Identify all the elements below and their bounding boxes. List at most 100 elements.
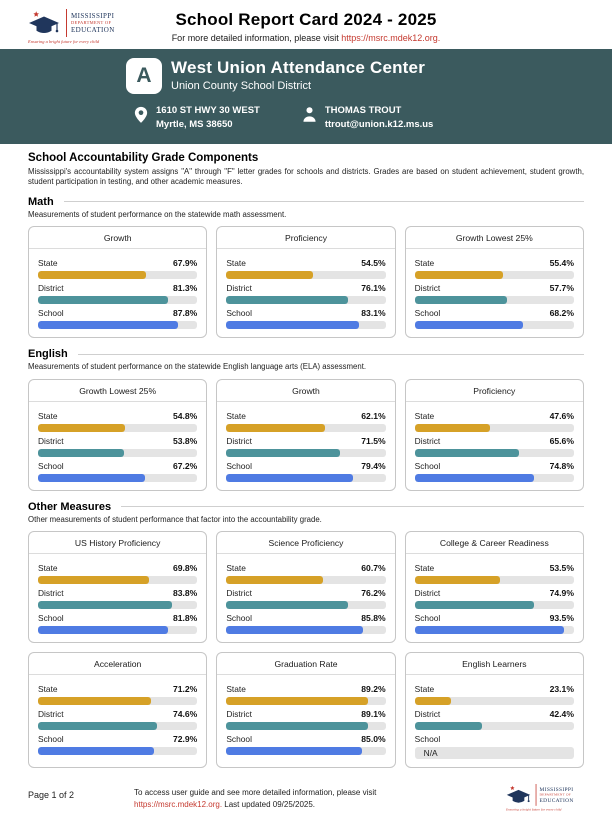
bar-value: 74.6%: [172, 709, 198, 720]
bar-value: 79.4%: [361, 460, 386, 471]
section-english: English Measurements of student performa…: [28, 348, 584, 491]
math-cards-grid: Growth State 67.9% District 81.3% School 87.8%…: [28, 226, 584, 339]
bar-label: District: [38, 435, 64, 446]
bar-line: State 67.9%: [38, 258, 197, 268]
bar-track: [38, 722, 198, 731]
measure-card: US History Proficiency State 69.8% District…: [28, 531, 208, 644]
bar-track: [414, 722, 574, 731]
mde-logo-footer: MISSISSIPPI DEPARTMENT OF EDUCATION Ensu…: [506, 784, 584, 811]
bar-value: 67.9%: [172, 258, 198, 269]
bar-label: State: [38, 410, 58, 421]
bar-value: 47.6%: [549, 410, 574, 421]
bar-row: School 68.2%: [414, 308, 574, 330]
bar-fill: [414, 296, 507, 305]
logo-divider: [535, 784, 537, 806]
bar-label: School: [38, 734, 64, 745]
msrc-footer-link[interactable]: https://msrc.mdek12.org.: [134, 799, 223, 809]
bar-track: [38, 448, 198, 457]
bar-track: [414, 626, 574, 635]
bar-line: District 57.7%: [415, 283, 574, 293]
bar-line: School 68.2%: [415, 308, 574, 318]
msrc-link[interactable]: https://msrc.mdek12.org.: [341, 33, 441, 43]
bar-track: [226, 697, 386, 706]
bar-label: District: [414, 709, 441, 720]
bar-track: [226, 473, 386, 482]
bar-fill: [226, 747, 362, 756]
measure-card-body: State 69.8% District 83.8% School 81.8%: [29, 554, 206, 642]
bar-value: 69.8%: [172, 563, 198, 574]
section-description: Measurements of student performance on t…: [28, 209, 287, 219]
bar-label: State: [38, 684, 58, 695]
bar-row: State 69.8%: [38, 563, 198, 585]
measure-card-body: State 60.7% District 76.2% School 85.8%: [217, 554, 394, 642]
measure-card: English Learners State 23.1% District 42.4% S…: [404, 652, 584, 769]
bar-label: School: [226, 308, 252, 319]
document-header: MISSISSIPPI DEPARTMENT OF EDUCATION Ensu…: [0, 0, 612, 49]
bar-track: [38, 576, 198, 585]
bar-line: State 23.1%: [415, 684, 574, 694]
measure-card-body: State 54.8% District 53.8% School 67.2%: [29, 402, 206, 490]
bar-fill: [38, 626, 169, 635]
bar-fill: [38, 296, 168, 305]
bar-row: State 71.2%: [38, 684, 198, 706]
bar-track: [38, 321, 198, 330]
measure-card-body: State 71.2% District 74.6% School 72.9%: [29, 675, 206, 763]
bar-line: District 65.6%: [415, 436, 574, 446]
bar-row: School 72.9%: [38, 734, 198, 756]
bar-track: [414, 601, 574, 610]
bar-label: State: [226, 258, 246, 269]
bar-row: District 76.1%: [226, 283, 386, 305]
bar-line: State 60.7%: [226, 563, 385, 573]
bar-label: State: [38, 563, 58, 574]
page-title: School Report Card 2024 - 2025: [175, 10, 437, 29]
bar-row: State 55.4%: [414, 258, 574, 280]
graduation-cap-icon: [506, 785, 531, 803]
bar-row: State 62.1%: [226, 411, 386, 432]
bar-fill: [226, 697, 369, 706]
bar-line: District 83.8%: [38, 588, 197, 598]
section-description: Measurements of student performance on t…: [28, 362, 367, 372]
measure-card: Science Proficiency State 60.7% District 76.…: [216, 531, 396, 644]
bar-fill: [38, 448, 124, 457]
address-line1: 1610 ST HWY 30 WEST: [156, 105, 260, 116]
section-math: Math Measurements of student performance…: [28, 196, 584, 339]
footer-note-suffix: Last updated 09/25/2025.: [222, 799, 316, 809]
bar-track: [414, 321, 574, 330]
bar-label: District: [414, 283, 441, 294]
bar-fill: [38, 601, 172, 610]
bar-label: District: [226, 435, 252, 446]
bar-label: School: [414, 613, 441, 624]
logo-text: EDUCATION: [71, 25, 115, 34]
bar-fill: [414, 697, 452, 706]
measure-card-body: State 54.5% District 76.1% School 83.1%: [217, 249, 394, 337]
bar-fill: [414, 576, 500, 585]
measure-card-title: Growth: [29, 227, 207, 250]
bar-label: School: [414, 734, 441, 745]
bar-line: School 93.5%: [415, 613, 574, 623]
contact-name: THOMAS TROUT: [324, 105, 402, 116]
section-heading: Other Measures: [28, 501, 584, 513]
bar-line: School 85.0%: [226, 734, 385, 744]
bar-row: School 85.8%: [226, 613, 386, 635]
bar-fill: [226, 448, 341, 457]
bar-fill: [226, 626, 364, 635]
bar-fill: [38, 747, 155, 756]
bar-label: District: [38, 709, 64, 720]
bar-row: District 42.4%: [414, 709, 574, 731]
bar-label: State: [226, 684, 246, 695]
main-content: School Accountability Grade Components M…: [0, 144, 612, 779]
bar-value: 60.7%: [361, 563, 386, 574]
bar-row: School 83.1%: [226, 308, 386, 330]
logo-divider: [66, 9, 67, 37]
bar-line: District 42.4%: [415, 709, 574, 719]
measure-card-title: Acceleration: [29, 653, 207, 676]
bar-label: School: [226, 734, 252, 745]
bar-value: 74.8%: [549, 460, 574, 471]
measure-card: Acceleration State 71.2% District 74.6% Schoo…: [28, 652, 208, 769]
bar-track: [38, 601, 198, 610]
bar-track: [414, 697, 574, 706]
bar-label: School: [226, 460, 252, 471]
document-footer: Page 1 of 2 To access user guide and see…: [0, 778, 612, 837]
bar-line: District 76.1%: [226, 283, 385, 293]
bar-track: [414, 271, 574, 280]
